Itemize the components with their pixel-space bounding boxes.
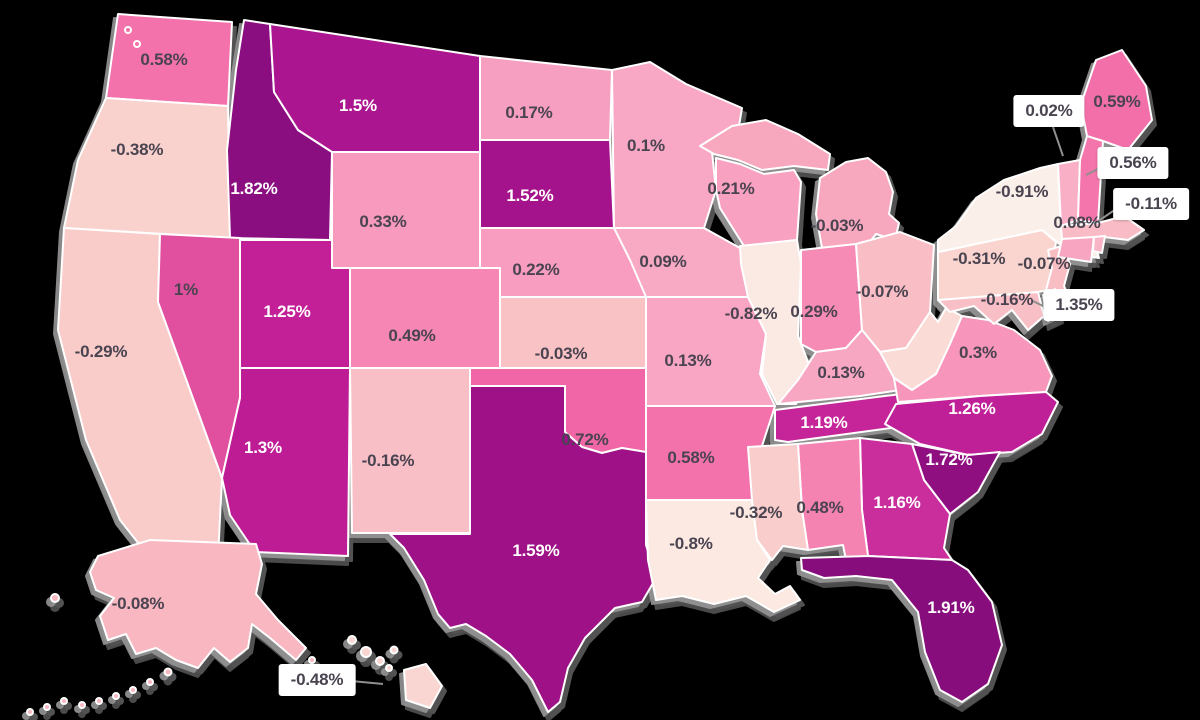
island-hi	[375, 656, 385, 666]
state-shape-wy[interactable]	[331, 151, 481, 269]
island-ak	[50, 593, 60, 603]
states-layer	[57, 13, 1153, 713]
island-ak	[112, 692, 120, 700]
island-ak	[308, 656, 316, 664]
island-ak	[163, 667, 173, 677]
state-shape-ct[interactable]	[1057, 236, 1095, 263]
state-shape-md[interactable]	[937, 291, 1045, 331]
state-shape-ms[interactable]	[747, 443, 809, 561]
state-shape-ri[interactable]	[1092, 235, 1106, 254]
state-shape-nd[interactable]	[479, 55, 613, 141]
state-shape-ak[interactable]	[89, 539, 307, 669]
state-shape-fl[interactable]	[800, 555, 1003, 703]
state-shape-al[interactable]	[797, 437, 869, 561]
state-shape-vt[interactable]	[1057, 159, 1081, 227]
state-shape-tx[interactable]	[389, 385, 657, 713]
state-shape-or[interactable]	[63, 97, 231, 239]
state-shape-wi[interactable]	[715, 157, 802, 247]
island-hi	[360, 646, 372, 658]
small-islands-layer	[26, 26, 399, 716]
island-ak	[331, 672, 339, 680]
island-ak	[78, 701, 86, 709]
island-hi	[347, 635, 357, 645]
island-hi	[385, 664, 393, 672]
island-ak	[129, 686, 137, 694]
island-hi	[389, 645, 399, 655]
state-shape-mi[interactable]	[699, 119, 831, 171]
island-ak	[26, 708, 34, 716]
island-wa	[133, 40, 141, 48]
island-wa	[124, 26, 132, 34]
state-shape-sd[interactable]	[479, 139, 615, 229]
state-shape-in[interactable]	[800, 243, 863, 353]
state-shape-az[interactable]	[221, 367, 351, 557]
state-shape-nm[interactable]	[349, 367, 471, 534]
state-shape-nh[interactable]	[1077, 135, 1104, 224]
island-ak	[95, 697, 103, 705]
state-shape-me[interactable]	[1080, 49, 1153, 151]
state-shape-ks[interactable]	[499, 296, 647, 369]
island-ak	[146, 678, 154, 686]
island-ak	[320, 664, 328, 672]
island-ak	[60, 697, 68, 705]
state-shape-mt[interactable]	[269, 23, 481, 153]
island-ak	[43, 703, 51, 711]
state-shape-hi[interactable]	[403, 663, 443, 709]
state-shape-co[interactable]	[349, 267, 501, 369]
